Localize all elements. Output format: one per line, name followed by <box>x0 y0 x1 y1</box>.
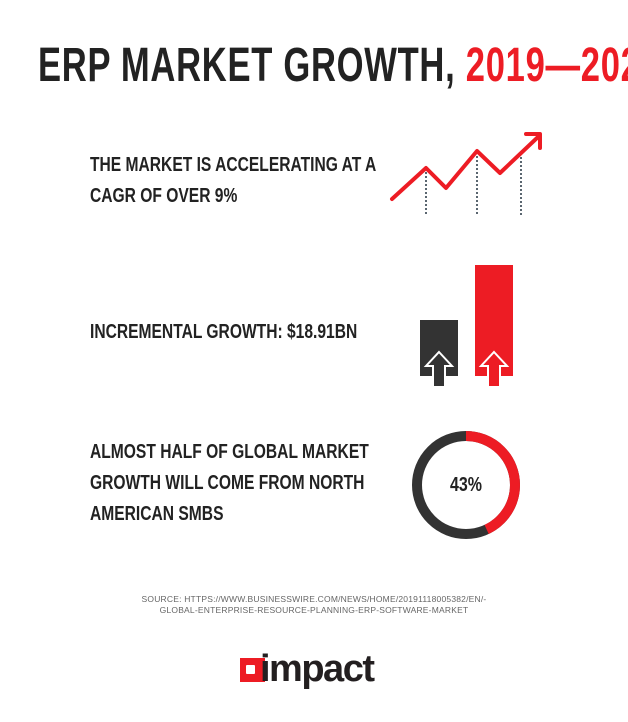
donut-label: 43% <box>449 474 483 496</box>
stat-text: AMERICAN SMBS <box>90 503 224 525</box>
impact-logo-mark <box>240 658 265 682</box>
source-note: SOURCE: HTTPS://WWW.BUSINESSWIRE.COM/NEW… <box>141 594 487 615</box>
stat-text: INCREMENTAL GROWTH: $18.91BN <box>90 321 358 343</box>
growth-bars-icon <box>420 265 513 388</box>
donut-arc-43 <box>412 431 520 539</box>
stat-text: CAGR OF OVER 9% <box>90 185 238 207</box>
stat-text: ALMOST HALF OF GLOBAL MARKET <box>90 441 369 463</box>
stat-north-america: ALMOST HALF OF GLOBAL MARKET GROWTH WILL … <box>90 437 369 530</box>
title-text: ERP MARKET GROWTH, <box>38 39 466 92</box>
title-years: 2019—2023 <box>465 39 628 92</box>
page-title: ERP MARKET GROWTH, 2019—2023 <box>38 38 628 93</box>
donut-chart <box>412 431 520 539</box>
impact-logo: impact <box>260 648 375 690</box>
stat-text: THE MARKET IS ACCELERATING AT A <box>90 154 377 176</box>
stat-text: GROWTH WILL COME FROM NORTH <box>90 472 365 494</box>
trend-line-icon <box>390 132 542 216</box>
stat-incremental: INCREMENTAL GROWTH: $18.91BN <box>90 317 357 348</box>
stat-cagr: THE MARKET IS ACCELERATING AT A CAGR OF O… <box>90 150 376 212</box>
